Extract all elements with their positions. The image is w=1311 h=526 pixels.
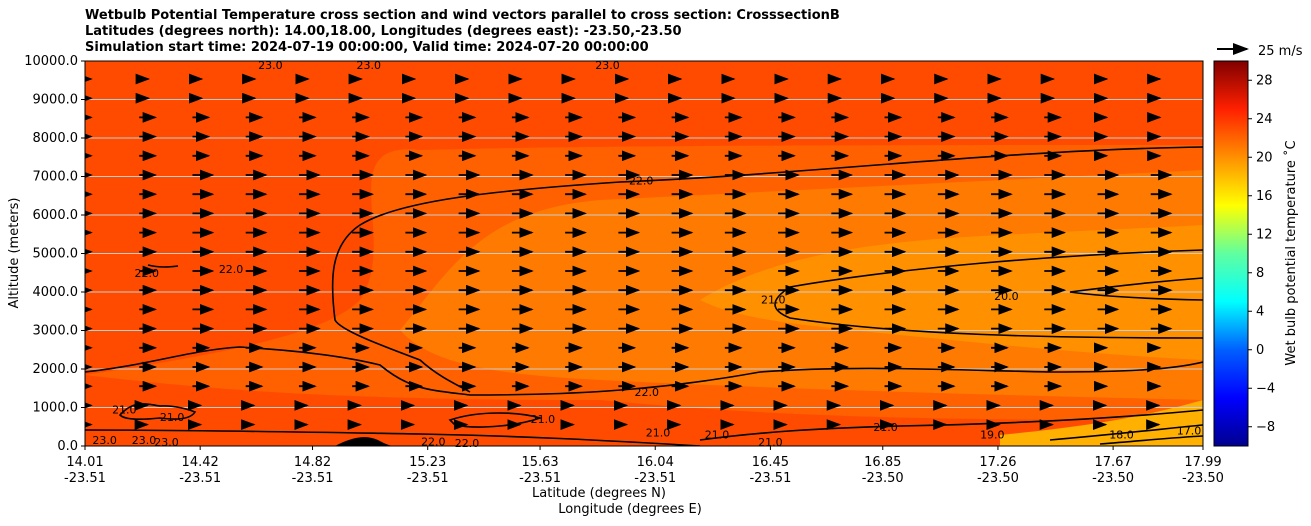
y-tick-label: 2000.0 [33,362,79,377]
x-tick-label-lon: -23.50 [977,471,1019,486]
wind-vectors [85,73,1173,431]
x-tick-label-lon: -23.51 [519,471,561,486]
contour-20-core [1069,277,1203,301]
contour-label: 22.0 [219,263,244,276]
x-tick-label-lat: 15.63 [521,455,558,470]
y-tick-label: 6000.0 [33,208,79,223]
y-tick-label: 1000.0 [33,401,79,416]
x-tick-label-lon: -23.51 [64,471,106,486]
y-tick-label: 7000.0 [33,170,79,185]
y-grid [85,99,1203,408]
y-axis-label: Altitude (meters) [7,198,22,309]
y-tick-label: 3000.0 [33,324,79,339]
colorbar-label: Wet bulb potential temperature ˚C [1283,140,1299,365]
contour-label: 21.0 [112,403,137,416]
x-tick-label-lat: 16.04 [637,455,674,470]
x-tick-label-lon: -23.50 [1182,471,1224,486]
colorbar-tick-label: 8 [1256,266,1264,281]
contour-21-mid [448,412,543,428]
x-tick-label-lon: -23.51 [634,471,676,486]
x-tick-label-lat: 16.85 [864,455,901,470]
x-tick-label-lon: -23.51 [292,471,334,486]
y-tick-label: 10000.0 [24,54,78,69]
contour-label: 23.0 [595,59,620,72]
contour-label: 23.0 [154,436,179,449]
colorbar-tick-label: 28 [1256,73,1273,88]
x-tick-label-lon: -23.51 [179,471,221,486]
contour-21-low [118,402,197,421]
x-tick-label-lat: 14.42 [182,455,219,470]
contour-label: 21.0 [761,294,786,307]
contour-label: 18.0 [1109,428,1134,441]
contour-label: 22.0 [455,437,480,450]
contour-label: 21.0 [705,428,730,441]
x-tick-label-lon: -23.50 [862,471,904,486]
y-tick-label: 5000.0 [33,247,79,262]
colorbar-tick-label: 12 [1256,227,1273,242]
y-tick-label: 8000.0 [33,131,79,146]
colorbar-tick-label: 20 [1256,150,1273,165]
contour-label: 21.0 [646,427,671,440]
contour-label: 22.0 [635,386,660,399]
contour-19 [1049,424,1203,441]
contour-21-bottom [699,409,1203,441]
chart-title-line-3: Simulation start time: 2024-07-19 00:00:… [85,40,649,55]
quiver-key: 25 m/s [1217,43,1303,59]
contour-18 [1099,435,1203,445]
contour-label: 23.0 [258,59,283,72]
x-tick-label-lon: -23.51 [407,471,449,486]
contour-label: 20.0 [994,290,1019,303]
contour-23-surface [85,429,701,446]
colorbar-tick-label: −4 [1256,381,1275,396]
contour-22-nose [331,146,1203,393]
x-tick-label-lat: 16.45 [752,455,789,470]
colorbar [1213,60,1249,447]
contour-label: 21.0 [531,413,556,426]
x-tick-label-lon: -23.51 [749,471,791,486]
contour-label: 23.0 [92,434,117,447]
contour-label: 21.0 [873,421,898,434]
x-tick-label-lat: 14.01 [66,455,103,470]
x-tick-label-lon: -23.50 [1092,471,1134,486]
chart-title-line-2: Latitudes (degrees north): 14.00,18.00, … [85,24,682,39]
x-tick-label-lat: 17.26 [979,455,1016,470]
contour-label: 23.0 [132,434,157,447]
colorbar-tick-label: 24 [1256,112,1273,127]
x-axis: 14.01-23.5114.42-23.5114.82-23.5115.23-2… [64,446,1224,486]
x-tick-label-lat: 17.99 [1184,455,1221,470]
contour-label: 23.0 [356,59,381,72]
terrain [335,437,395,446]
contour-label: 21.0 [160,411,185,424]
y-tick-label: 0.0 [57,439,78,454]
contour-label: 17.0 [1177,425,1202,438]
contour-label: 22.0 [135,267,160,280]
x-tick-label-lat: 17.67 [1095,455,1132,470]
colorbar-tick-label: −8 [1256,420,1275,435]
y-tick-label: 9000.0 [33,93,79,108]
contour-label: 19.0 [980,428,1005,441]
x-tick-label-lat: 15.23 [409,455,446,470]
x-axis-label-latitude: Latitude (degrees N) [532,486,666,501]
x-tick-label-lat: 14.82 [294,455,331,470]
contour-21-inner [774,249,1203,339]
x-axis-label-longitude: Longitude (degrees E) [558,502,702,517]
contour-label: 22.0 [629,174,654,187]
y-tick-label: 4000.0 [33,285,79,300]
quiver-key-label: 25 m/s [1258,44,1303,59]
colorbar-ticks: −8 −4 0 4 8 12 16 20 24 28 [1248,73,1275,435]
chart-title-line-1: Wetbulb Potential Temperature cross sect… [85,8,840,23]
colorbar-tick-label: 0 [1256,343,1264,358]
colorbar-tick-label: 4 [1256,304,1264,319]
y-axis: 0.0 1000.0 2000.0 3000.0 4000.0 5000.0 6000.0 7… [24,54,85,454]
contour-label: 22.0 [421,435,446,448]
colorbar-tick-label: 16 [1256,189,1273,204]
